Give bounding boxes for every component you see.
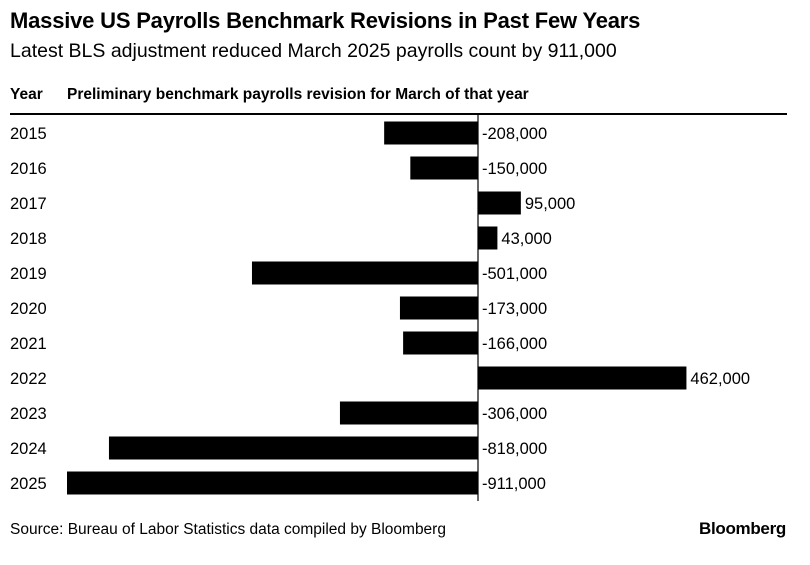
year-label-2025: 2025 — [10, 475, 47, 493]
bar-2024 — [108, 436, 479, 460]
bar-2016 — [410, 156, 478, 180]
value-label-2016: -150,000 — [482, 160, 547, 178]
value-label-2025: -911,000 — [482, 475, 546, 493]
year-label-2016: 2016 — [10, 160, 47, 178]
year-label-2017: 2017 — [10, 195, 47, 213]
revision-column-header: Preliminary benchmark payrolls revision … — [67, 86, 529, 103]
chart-subtitle: Latest BLS adjustment reduced March 2025… — [10, 40, 617, 62]
value-label-2015: -208,000 — [482, 125, 547, 143]
year-label-2015: 2015 — [10, 125, 47, 143]
bar-2020 — [399, 296, 478, 320]
bar-2023 — [339, 401, 478, 425]
bar-2025 — [67, 471, 478, 495]
value-label-2024: -818,000 — [482, 440, 547, 458]
value-label-2022: 462,000 — [690, 370, 750, 388]
value-label-2019: -501,000 — [482, 265, 547, 283]
value-label-2017: 95,000 — [525, 195, 575, 213]
bloomberg-logo: Bloomberg — [698, 519, 786, 538]
chart-title: Massive US Payrolls Benchmark Revisions … — [10, 8, 641, 33]
year-label-2020: 2020 — [10, 300, 47, 318]
value-label-2020: -173,000 — [482, 300, 547, 318]
source-note: Source: Bureau of Labor Statistics data … — [10, 521, 446, 538]
year-label-2019: 2019 — [10, 265, 47, 283]
year-label-2018: 2018 — [10, 230, 47, 248]
bar-2019 — [251, 261, 478, 285]
bar-2015 — [384, 121, 478, 145]
header-rule — [10, 113, 787, 115]
value-label-2021: -166,000 — [482, 335, 547, 353]
year-label-2022: 2022 — [10, 370, 47, 388]
bar-2021 — [403, 331, 478, 355]
bar-2022 — [478, 366, 687, 390]
value-label-2018: 43,000 — [501, 230, 551, 248]
bar-2018 — [478, 226, 498, 250]
bar-2017 — [478, 191, 521, 215]
year-label-2021: 2021 — [10, 335, 47, 353]
year-column-header: Year — [10, 86, 43, 103]
year-label-2024: 2024 — [10, 440, 47, 458]
year-label-2023: 2023 — [10, 405, 47, 423]
value-label-2023: -306,000 — [482, 405, 547, 423]
